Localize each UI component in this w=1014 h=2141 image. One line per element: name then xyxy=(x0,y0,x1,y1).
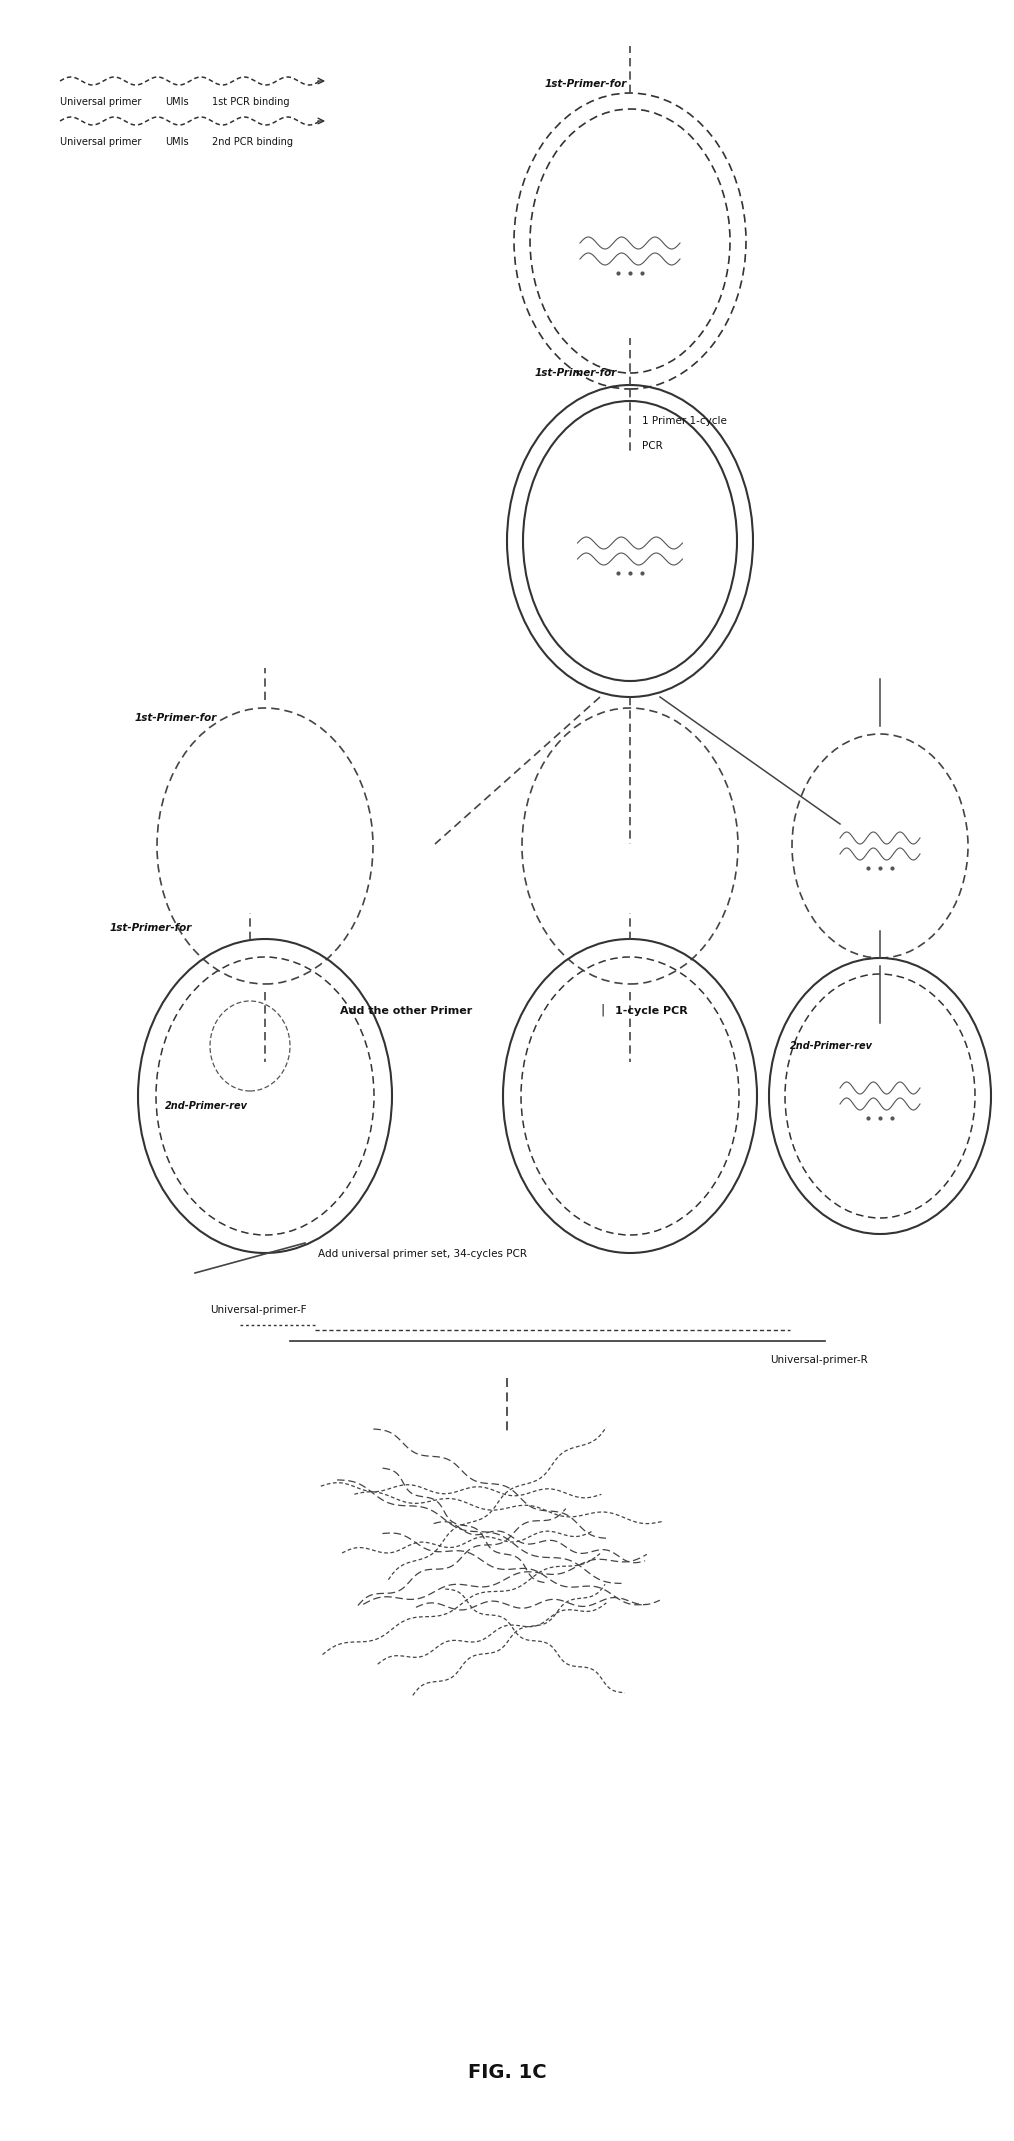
Text: 2nd-Primer-rev: 2nd-Primer-rev xyxy=(165,1100,248,1111)
Text: 1st-Primer-for: 1st-Primer-for xyxy=(535,368,618,379)
Text: 2nd-Primer-rev: 2nd-Primer-rev xyxy=(790,1041,873,1051)
Text: UMIs: UMIs xyxy=(165,96,189,107)
Text: 2nd PCR binding: 2nd PCR binding xyxy=(212,137,293,148)
Text: FIG. 1C: FIG. 1C xyxy=(467,2064,547,2083)
Text: 1-cycle PCR: 1-cycle PCR xyxy=(615,1006,687,1017)
Text: PCR: PCR xyxy=(642,441,663,452)
Text: 1st-Primer-for: 1st-Primer-for xyxy=(110,923,193,933)
Text: Universal primer: Universal primer xyxy=(60,96,141,107)
Text: 1st PCR binding: 1st PCR binding xyxy=(212,96,290,107)
Text: Universal-primer-R: Universal-primer-R xyxy=(770,1355,868,1366)
Text: |: | xyxy=(600,1002,604,1017)
Text: Universal primer: Universal primer xyxy=(60,137,141,148)
Text: Add universal primer set, 34-cycles PCR: Add universal primer set, 34-cycles PCR xyxy=(318,1248,527,1259)
Text: 1st-Primer-for: 1st-Primer-for xyxy=(135,713,217,724)
Text: 1st-Primer-for: 1st-Primer-for xyxy=(545,79,628,90)
Text: Add the other Primer: Add the other Primer xyxy=(340,1006,473,1017)
Text: 1 Primer 1-cycle: 1 Primer 1-cycle xyxy=(642,415,727,426)
Text: Universal-primer-F: Universal-primer-F xyxy=(210,1306,306,1315)
Text: UMIs: UMIs xyxy=(165,137,189,148)
